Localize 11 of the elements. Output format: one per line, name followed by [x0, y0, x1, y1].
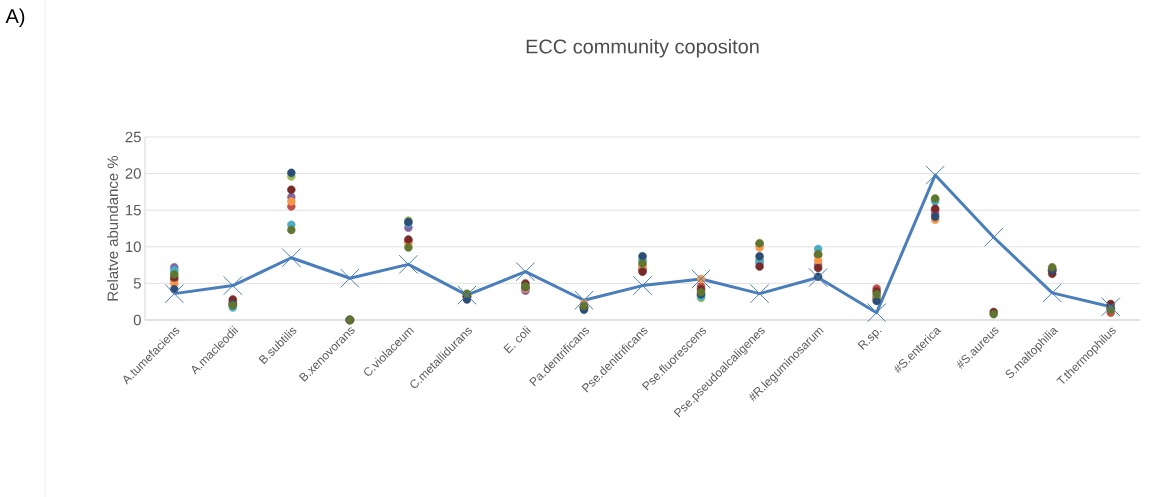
chart-title: ECC community copositon	[526, 38, 759, 58]
text: A)	[5, 8, 25, 28]
y-tick-label: 5	[133, 278, 141, 289]
x-tick-label: E. coli	[503, 325, 531, 354]
y-tick-label: 25	[125, 131, 141, 143]
y-tick-label: 10	[126, 241, 141, 253]
y-tick-label: 20	[125, 168, 141, 179]
y-tick-label: 0	[133, 314, 141, 326]
y-axis-title: Relatve abundance %	[107, 155, 119, 301]
x-tick-label: R.sp.	[857, 329, 882, 350]
y-tick-label: 15	[126, 204, 141, 216]
